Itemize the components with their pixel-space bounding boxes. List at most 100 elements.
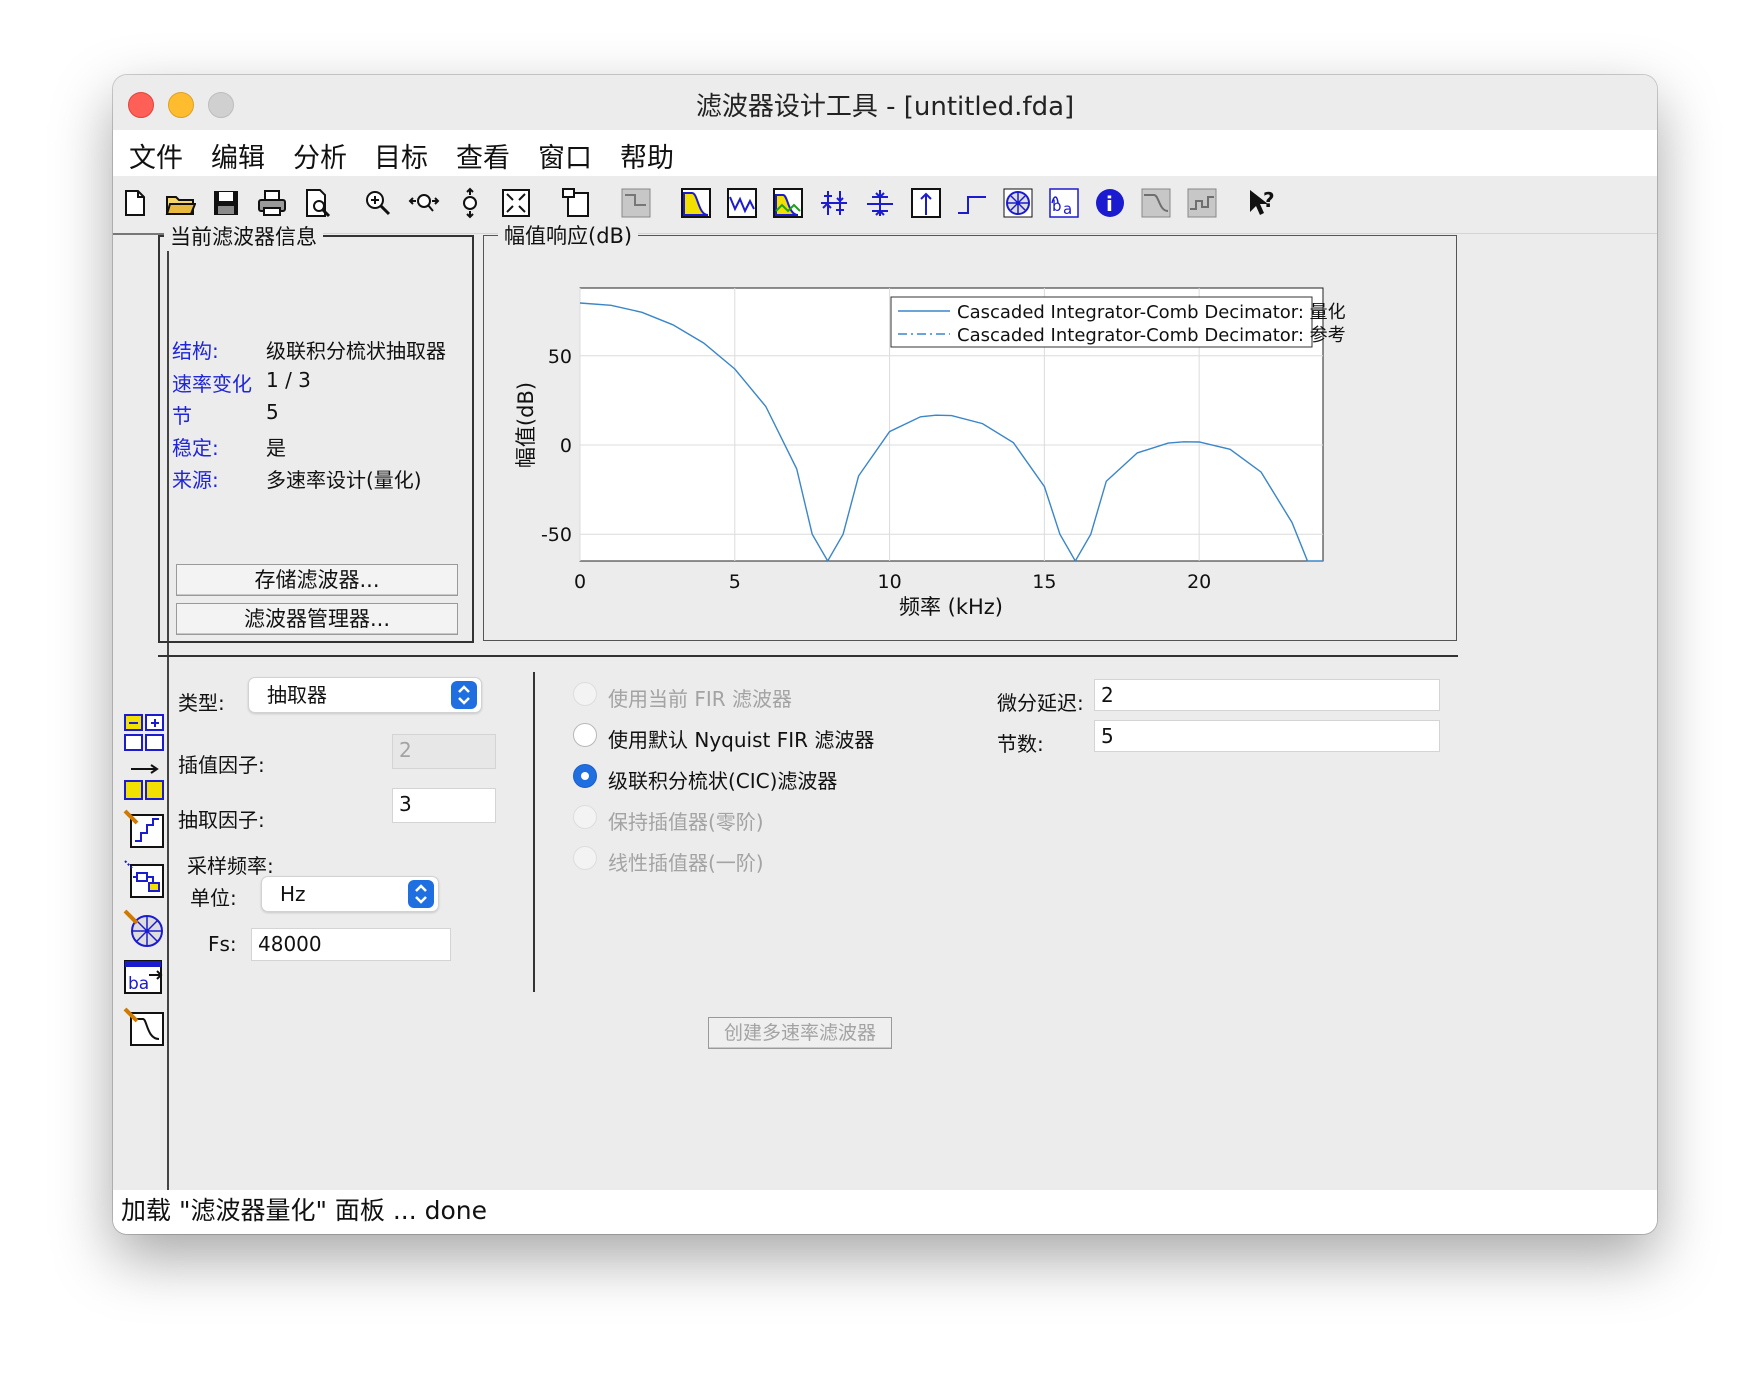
svg-text:ba: ba	[128, 974, 149, 994]
interp-factor-input[interactable]: 2	[392, 734, 496, 769]
zoom-window-button[interactable]	[208, 92, 234, 118]
fs-input[interactable]: 48000	[251, 928, 451, 961]
y-tick-label: -50	[541, 524, 572, 546]
unit-label: 单位:	[190, 886, 237, 910]
radio-current-fir[interactable]	[573, 682, 597, 706]
info-row-structure: 结构: 级联积分梳状抽取器	[160, 335, 460, 363]
set-quantization-icon[interactable]	[123, 809, 165, 849]
options-top-divider	[158, 655, 1458, 657]
sidebar-top-divider	[113, 233, 167, 235]
noise-power-icon[interactable]	[1185, 186, 1219, 220]
x-axis-label: 频率 (kHz)	[899, 595, 1003, 619]
sections-label: 节数:	[997, 732, 1044, 756]
close-window-button[interactable]	[128, 92, 154, 118]
radio-hold-interpolator[interactable]	[573, 805, 597, 829]
transform-filter-icon[interactable]	[123, 713, 165, 753]
minimize-window-button[interactable]	[168, 92, 194, 118]
title-bar: 滤波器设计工具 - [untitled.fda]	[113, 75, 1657, 130]
phase-response-icon[interactable]	[725, 186, 759, 220]
magnitude-phase-icon[interactable]	[771, 186, 805, 220]
full-view-icon[interactable]	[499, 186, 533, 220]
info-row-rate-change: 速率变化 1 / 3	[160, 368, 460, 396]
magnitude-estimate-icon[interactable]	[1139, 186, 1173, 220]
radio-linear-interpolator[interactable]	[573, 846, 597, 870]
y-tick-label: 50	[548, 346, 572, 368]
menu-edit[interactable]: 编辑	[211, 143, 265, 174]
info-key: 速率变化	[172, 372, 252, 396]
chevron-updown-icon	[408, 880, 434, 908]
magnitude-response-icon[interactable]	[679, 186, 713, 220]
diff-delay-input[interactable]: 2	[1094, 679, 1440, 711]
sections-input[interactable]: 5	[1094, 720, 1440, 752]
x-tick-label: 15	[1032, 571, 1056, 593]
svg-text:i: i	[1106, 192, 1113, 216]
radio-hold-interpolator-label: 保持插值器(零阶)	[608, 810, 764, 834]
save-icon[interactable]	[209, 186, 243, 220]
radio-default-nyquist-label: 使用默认 Nyquist FIR 滤波器	[608, 728, 875, 752]
svg-text:?: ?	[1263, 188, 1275, 212]
interp-factor-label: 插值因子:	[178, 753, 265, 777]
realize-model-icon[interactable]	[123, 859, 165, 899]
status-bar: 加载 "滤波器量化" 面板 ... done	[113, 1190, 1657, 1234]
x-tick-label: 10	[877, 571, 901, 593]
info-value: 5	[266, 400, 279, 424]
radio-linear-interpolator-label: 线性插值器(一阶)	[608, 851, 764, 875]
filter-manager-button[interactable]: 滤波器管理器...	[176, 603, 458, 635]
chevron-updown-icon	[451, 681, 477, 709]
multirate-filter-icon[interactable]	[123, 763, 165, 803]
window-title: 滤波器设计工具 - [untitled.fda]	[695, 92, 1075, 122]
app-window: 滤波器设计工具 - [untitled.fda] 文件 编辑 分析 目标 查看 …	[113, 75, 1657, 1234]
menu-targets[interactable]: 目标	[374, 143, 428, 174]
info-key: 稳定:	[172, 436, 219, 460]
decim-factor-label: 抽取因子:	[178, 808, 265, 832]
menu-analysis[interactable]: 分析	[293, 143, 347, 174]
menu-file[interactable]: 文件	[129, 143, 183, 174]
menu-view[interactable]: 查看	[456, 143, 510, 174]
store-filter-button[interactable]: 存储滤波器...	[176, 564, 458, 596]
info-value: 级联积分梳状抽取器	[266, 339, 446, 363]
zoom-in-icon[interactable]	[361, 186, 395, 220]
print-preview-icon[interactable]	[301, 186, 335, 220]
menu-help[interactable]: 帮助	[620, 143, 674, 174]
open-folder-icon[interactable]	[163, 186, 197, 220]
svg-text:a: a	[1063, 200, 1072, 218]
print-icon[interactable]	[255, 186, 289, 220]
menu-window[interactable]: 窗口	[538, 143, 592, 174]
new-window-icon[interactable]	[559, 186, 593, 220]
unit-select[interactable]: Hz	[261, 876, 439, 912]
radio-default-nyquist[interactable]	[573, 723, 597, 747]
legend-entry-quantized: Cascaded Integrator-Comb Decimator: 量化	[957, 302, 1346, 323]
impulse-response-icon[interactable]	[909, 186, 943, 220]
info-key: 来源:	[172, 468, 219, 492]
radio-cic-filter[interactable]	[573, 764, 597, 788]
fs-label: Fs:	[208, 932, 237, 956]
y-tick-label: 0	[560, 435, 572, 457]
diff-delay-label: 微分延迟:	[997, 691, 1084, 715]
new-file-icon[interactable]	[117, 186, 151, 220]
filter-spec-icon[interactable]	[619, 186, 653, 220]
phase-delay-icon[interactable]	[863, 186, 897, 220]
zoom-y-icon[interactable]	[453, 186, 487, 220]
x-tick-label: 0	[574, 571, 586, 593]
magnitude-response-chart[interactable]: 0 5 10 15 20 -50 0 50 频率 (kHz) 幅值(dB) Cascaded …	[484, 236, 1456, 640]
design-filter-icon[interactable]	[123, 1007, 165, 1047]
type-select-value: 抽取器	[267, 683, 327, 707]
create-multirate-filter-button[interactable]: 创建多速率滤波器	[708, 1017, 892, 1049]
whats-this-icon[interactable]: ?	[1245, 186, 1279, 220]
zoom-x-icon[interactable]	[407, 186, 441, 220]
radio-cic-filter-label: 级联积分梳状(CIC)滤波器	[608, 769, 838, 793]
step-response-icon[interactable]	[955, 186, 989, 220]
group-delay-icon[interactable]	[817, 186, 851, 220]
type-select[interactable]: 抽取器	[248, 677, 482, 713]
chart-ticks: 0 5 10 15 20 -50 0 50	[541, 346, 1211, 593]
magnitude-response-panel: 幅值响应(dB) 0 5 10 15 20 -50 0 50 频率 (kHz) 幅值(dB) …	[483, 220, 1457, 641]
pole-zero-editor-icon[interactable]	[123, 909, 165, 949]
decim-factor-input[interactable]: 3	[392, 788, 496, 823]
y-axis-label: 幅值(dB)	[514, 382, 538, 468]
info-row-stable: 稳定: 是	[160, 432, 460, 460]
info-icon[interactable]: i	[1093, 186, 1127, 220]
pole-zero-icon[interactable]	[1001, 186, 1035, 220]
import-filter-icon[interactable]: ba	[123, 957, 165, 997]
info-row-sections: 节 5	[160, 400, 460, 428]
